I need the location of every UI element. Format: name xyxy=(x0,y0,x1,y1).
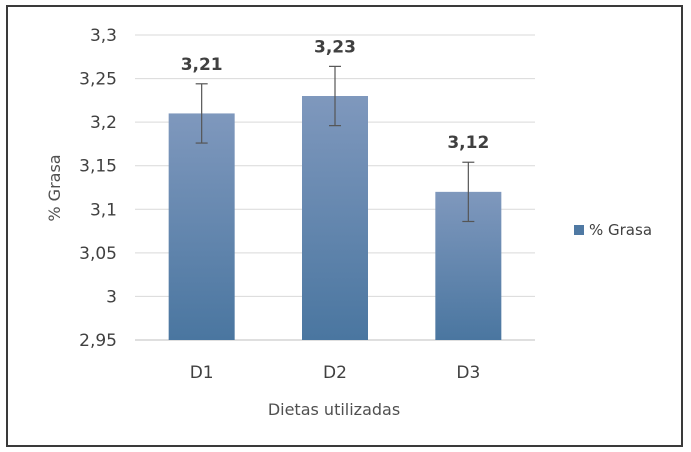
legend-label: % Grasa xyxy=(589,221,652,239)
legend-swatch xyxy=(574,225,584,235)
y-tick-label: 3,1 xyxy=(90,200,117,220)
x-axis-ticks: D1 D2 D3 xyxy=(190,363,481,383)
data-label: 3,12 xyxy=(447,133,489,153)
y-axis-title: % Grasa xyxy=(45,154,64,221)
x-tick-label: D1 xyxy=(190,363,214,383)
y-tick-label: 3,25 xyxy=(79,70,117,90)
x-tick-label: D2 xyxy=(323,363,347,383)
y-tick-label: 3 xyxy=(106,287,117,307)
x-axis-title: Dietas utilizadas xyxy=(268,400,400,419)
data-label: 3,21 xyxy=(181,55,223,75)
y-tick-label: 3,2 xyxy=(90,113,117,133)
bar xyxy=(168,113,235,340)
y-axis-ticks: 2,95 3 3,05 3,1 3,15 3,2 3,25 3,3 xyxy=(79,26,117,351)
y-tick-label: 2,95 xyxy=(79,331,117,351)
y-tick-label: 3,05 xyxy=(79,244,117,264)
legend: % Grasa xyxy=(574,221,652,239)
data-label: 3,23 xyxy=(314,37,356,57)
y-tick-label: 3,3 xyxy=(90,26,117,46)
bar xyxy=(302,96,368,340)
y-tick-label: 3,15 xyxy=(79,157,117,177)
bars: 3,21 3,23 3,12 xyxy=(168,37,502,340)
x-tick-label: D3 xyxy=(456,363,480,383)
